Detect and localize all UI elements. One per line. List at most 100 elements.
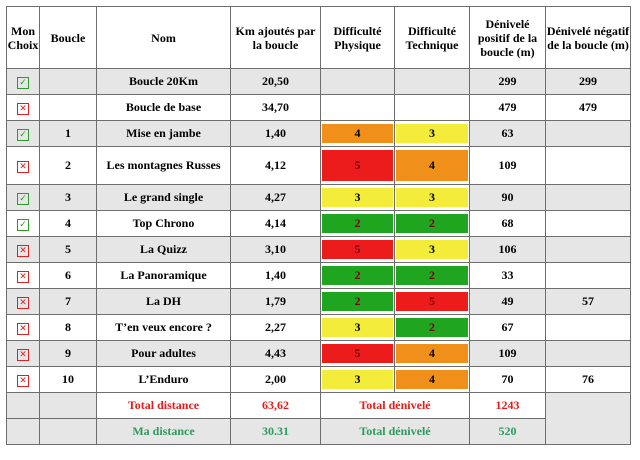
difficulty-level-fill bbox=[322, 188, 393, 207]
denivele-positif-cell: 106 bbox=[469, 236, 546, 263]
difficulte-technique-cell: 4 bbox=[394, 340, 470, 367]
table-row: ✓ 4 Top Chrono 4,14 2 2 68 bbox=[6, 210, 631, 237]
denivele-negatif-cell: 479 bbox=[545, 94, 631, 121]
header-difficulte-physique: Difficulté Physique bbox=[320, 6, 395, 69]
boucle-cell: 9 bbox=[39, 340, 97, 367]
choice-cell[interactable]: ✕ bbox=[6, 340, 40, 367]
difficulte-physique-cell bbox=[320, 94, 395, 121]
difficulty-level-number: 4 bbox=[429, 158, 435, 172]
nom-cell: La DH bbox=[96, 288, 231, 315]
difficulty-level-number: 3 bbox=[354, 190, 361, 204]
km-cell: 4,27 bbox=[230, 184, 321, 211]
crossed-checkbox-icon[interactable]: ✕ bbox=[17, 160, 29, 173]
difficulty-level-fill bbox=[396, 214, 468, 233]
km-cell: 4,14 bbox=[230, 210, 321, 237]
crossed-checkbox-icon[interactable]: ✕ bbox=[17, 296, 29, 309]
checked-checkbox-icon[interactable]: ✓ bbox=[17, 76, 29, 89]
difficulty-level-fill bbox=[322, 344, 393, 363]
difficulty-level-number: 3 bbox=[429, 126, 435, 140]
difficulty-level-fill bbox=[396, 188, 468, 207]
difficulty-level-number: 2 bbox=[429, 320, 435, 334]
nom-cell: La Panoramique bbox=[96, 262, 231, 289]
difficulty-level-fill bbox=[396, 370, 468, 389]
header-denivele-positif: Dénivelé positif de la boucle (m) bbox=[469, 6, 546, 69]
crossed-checkbox-icon[interactable]: ✕ bbox=[17, 374, 29, 387]
boucle-cell: 5 bbox=[39, 236, 97, 263]
choice-cell[interactable]: ✓ bbox=[6, 68, 40, 95]
denivele-positif-cell: 70 bbox=[469, 366, 546, 393]
header-difficulte-technique: Difficulté Technique bbox=[394, 6, 470, 69]
choice-cell[interactable]: ✓ bbox=[6, 120, 40, 147]
difficulty-level-number: 2 bbox=[354, 294, 361, 308]
total-distance-label: Total distance bbox=[96, 392, 231, 419]
difficulty-level-number: 5 bbox=[354, 242, 361, 256]
difficulte-technique-cell: 3 bbox=[394, 120, 470, 147]
table-row: ✕ 2 Les montagnes Russes 4,12 5 4 109 bbox=[6, 146, 631, 185]
denivele-positif-cell: 109 bbox=[469, 146, 546, 185]
choice-cell[interactable]: ✓ bbox=[6, 184, 40, 211]
difficulte-technique-cell bbox=[394, 94, 470, 121]
checked-checkbox-icon[interactable]: ✓ bbox=[17, 192, 29, 205]
choice-cell[interactable]: ✓ bbox=[6, 210, 40, 237]
nom-cell: T’en veux encore ? bbox=[96, 314, 231, 341]
denivele-negatif-cell bbox=[545, 236, 631, 263]
denivele-negatif-cell bbox=[545, 146, 631, 185]
difficulty-level-fill bbox=[322, 214, 393, 233]
denivele-positif-cell: 49 bbox=[469, 288, 546, 315]
total-distance-value: 63,62 bbox=[230, 392, 321, 419]
difficulty-level-fill bbox=[322, 124, 393, 143]
difficulte-physique-cell: 2 bbox=[320, 262, 395, 289]
difficulte-physique-cell: 5 bbox=[320, 146, 395, 185]
km-cell: 4,43 bbox=[230, 340, 321, 367]
choice-cell[interactable]: ✕ bbox=[6, 146, 40, 185]
difficulty-level-fill bbox=[322, 370, 393, 389]
difficulty-level-number: 5 bbox=[429, 294, 435, 308]
table-row: ✓ 3 Le grand single 4,27 3 3 90 bbox=[6, 184, 631, 211]
checked-checkbox-icon[interactable]: ✓ bbox=[17, 128, 29, 141]
difficulte-technique-cell: 2 bbox=[394, 314, 470, 341]
difficulte-technique-cell: 2 bbox=[394, 262, 470, 289]
km-cell: 1,40 bbox=[230, 262, 321, 289]
total-denivele-label: Total dénivelé bbox=[320, 392, 470, 419]
difficulty-level-number: 3 bbox=[354, 372, 361, 386]
km-cell: 1,40 bbox=[230, 120, 321, 147]
denivele-negatif-cell bbox=[545, 120, 631, 147]
checked-checkbox-icon[interactable]: ✓ bbox=[17, 218, 29, 231]
boucle-cell: 3 bbox=[39, 184, 97, 211]
km-cell: 2,00 bbox=[230, 366, 321, 393]
nom-cell: Mise en jambe bbox=[96, 120, 231, 147]
loops-table: Mon Choix Boucle Nom Km ajoutés par la b… bbox=[6, 6, 631, 445]
choice-cell[interactable]: ✕ bbox=[6, 262, 40, 289]
difficulty-level-fill bbox=[396, 292, 468, 311]
difficulte-technique-cell: 5 bbox=[394, 288, 470, 315]
choice-cell[interactable]: ✕ bbox=[6, 94, 40, 121]
crossed-checkbox-icon[interactable]: ✕ bbox=[17, 270, 29, 283]
crossed-checkbox-icon[interactable]: ✕ bbox=[17, 102, 29, 115]
nom-cell: Les montagnes Russes bbox=[96, 146, 231, 185]
crossed-checkbox-icon[interactable]: ✕ bbox=[17, 322, 29, 335]
difficulte-physique-cell: 3 bbox=[320, 184, 395, 211]
difficulty-level-number: 2 bbox=[429, 216, 435, 230]
difficulty-level-fill bbox=[322, 266, 393, 285]
difficulte-physique-cell: 2 bbox=[320, 288, 395, 315]
denivele-positif-cell: 63 bbox=[469, 120, 546, 147]
header-nom: Nom bbox=[96, 6, 231, 69]
difficulty-level-number: 4 bbox=[429, 346, 435, 360]
difficulte-physique-cell: 5 bbox=[320, 236, 395, 263]
table-row: ✕ 5 La Quizz 3,10 5 3 106 bbox=[6, 236, 631, 263]
crossed-checkbox-icon[interactable]: ✕ bbox=[17, 348, 29, 361]
table-row: ✓ Boucle 20Km 20,50 299 299 bbox=[6, 68, 631, 95]
boucle-cell: 7 bbox=[39, 288, 97, 315]
crossed-checkbox-icon[interactable]: ✕ bbox=[17, 244, 29, 257]
table-row: ✕ 10 L’Enduro 2,00 3 4 70 76 bbox=[6, 366, 631, 393]
difficulte-technique-cell: 3 bbox=[394, 236, 470, 263]
choice-cell[interactable]: ✕ bbox=[6, 366, 40, 393]
ma-distance-value: 30.31 bbox=[230, 418, 321, 445]
table-row: ✕ 6 La Panoramique 1,40 2 2 33 bbox=[6, 262, 631, 289]
total-row: Total distance 63,62 Total dénivelé 1243 bbox=[6, 392, 631, 445]
choice-cell[interactable]: ✕ bbox=[6, 236, 40, 263]
choice-cell[interactable]: ✕ bbox=[6, 288, 40, 315]
difficulty-level-number: 5 bbox=[354, 346, 361, 360]
difficulty-level-number: 2 bbox=[354, 268, 361, 282]
choice-cell[interactable]: ✕ bbox=[6, 314, 40, 341]
